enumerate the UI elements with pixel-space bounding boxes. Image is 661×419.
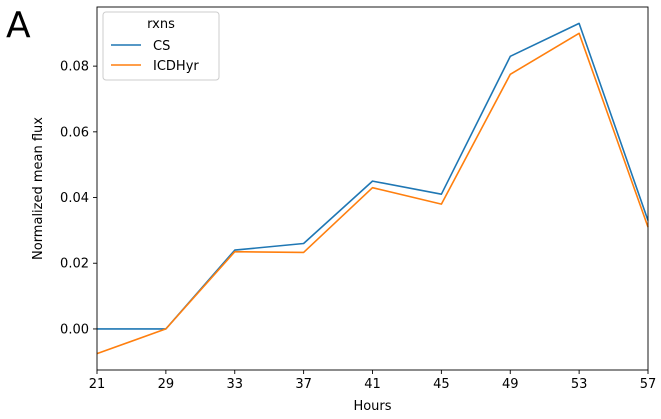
x-axis-ticks: 21 29 33 37 41 45 49 53 57 [89, 370, 657, 392]
panel-letter: A [6, 5, 31, 46]
y-tick-label: 0.04 [60, 191, 89, 206]
x-tick-label: 49 [502, 377, 519, 392]
y-axis-ticks: 0.00 0.02 0.04 0.06 0.08 [60, 60, 97, 337]
y-tick-label: 0.08 [60, 60, 89, 75]
y-tick-label: 0.02 [60, 257, 89, 272]
x-axis-label: Hours [353, 399, 391, 414]
y-tick-label: 0.00 [60, 322, 89, 337]
legend-label-cs: CS [153, 39, 170, 54]
x-tick-label: 37 [295, 377, 312, 392]
x-tick-label: 53 [571, 377, 588, 392]
legend: rxns CS ICDHyr [102, 11, 220, 81]
x-tick-label: 57 [640, 377, 657, 392]
legend-entries: CS ICDHyr [111, 39, 199, 74]
x-tick-label: 41 [364, 377, 381, 392]
plot-lines [96, 22, 649, 355]
x-tick-label: 45 [433, 377, 450, 392]
series-line-icdhyr [96, 32, 649, 355]
y-axis-label: Normalized mean flux [31, 117, 46, 260]
legend-label-icdhyr: ICDHyr [153, 59, 199, 74]
x-tick-label: 21 [89, 377, 106, 392]
y-tick-label: 0.06 [60, 125, 89, 140]
x-tick-label: 33 [226, 377, 243, 392]
x-tick-label: 29 [158, 377, 175, 392]
legend-box [102, 11, 220, 81]
legend-title: rxns [147, 17, 175, 32]
